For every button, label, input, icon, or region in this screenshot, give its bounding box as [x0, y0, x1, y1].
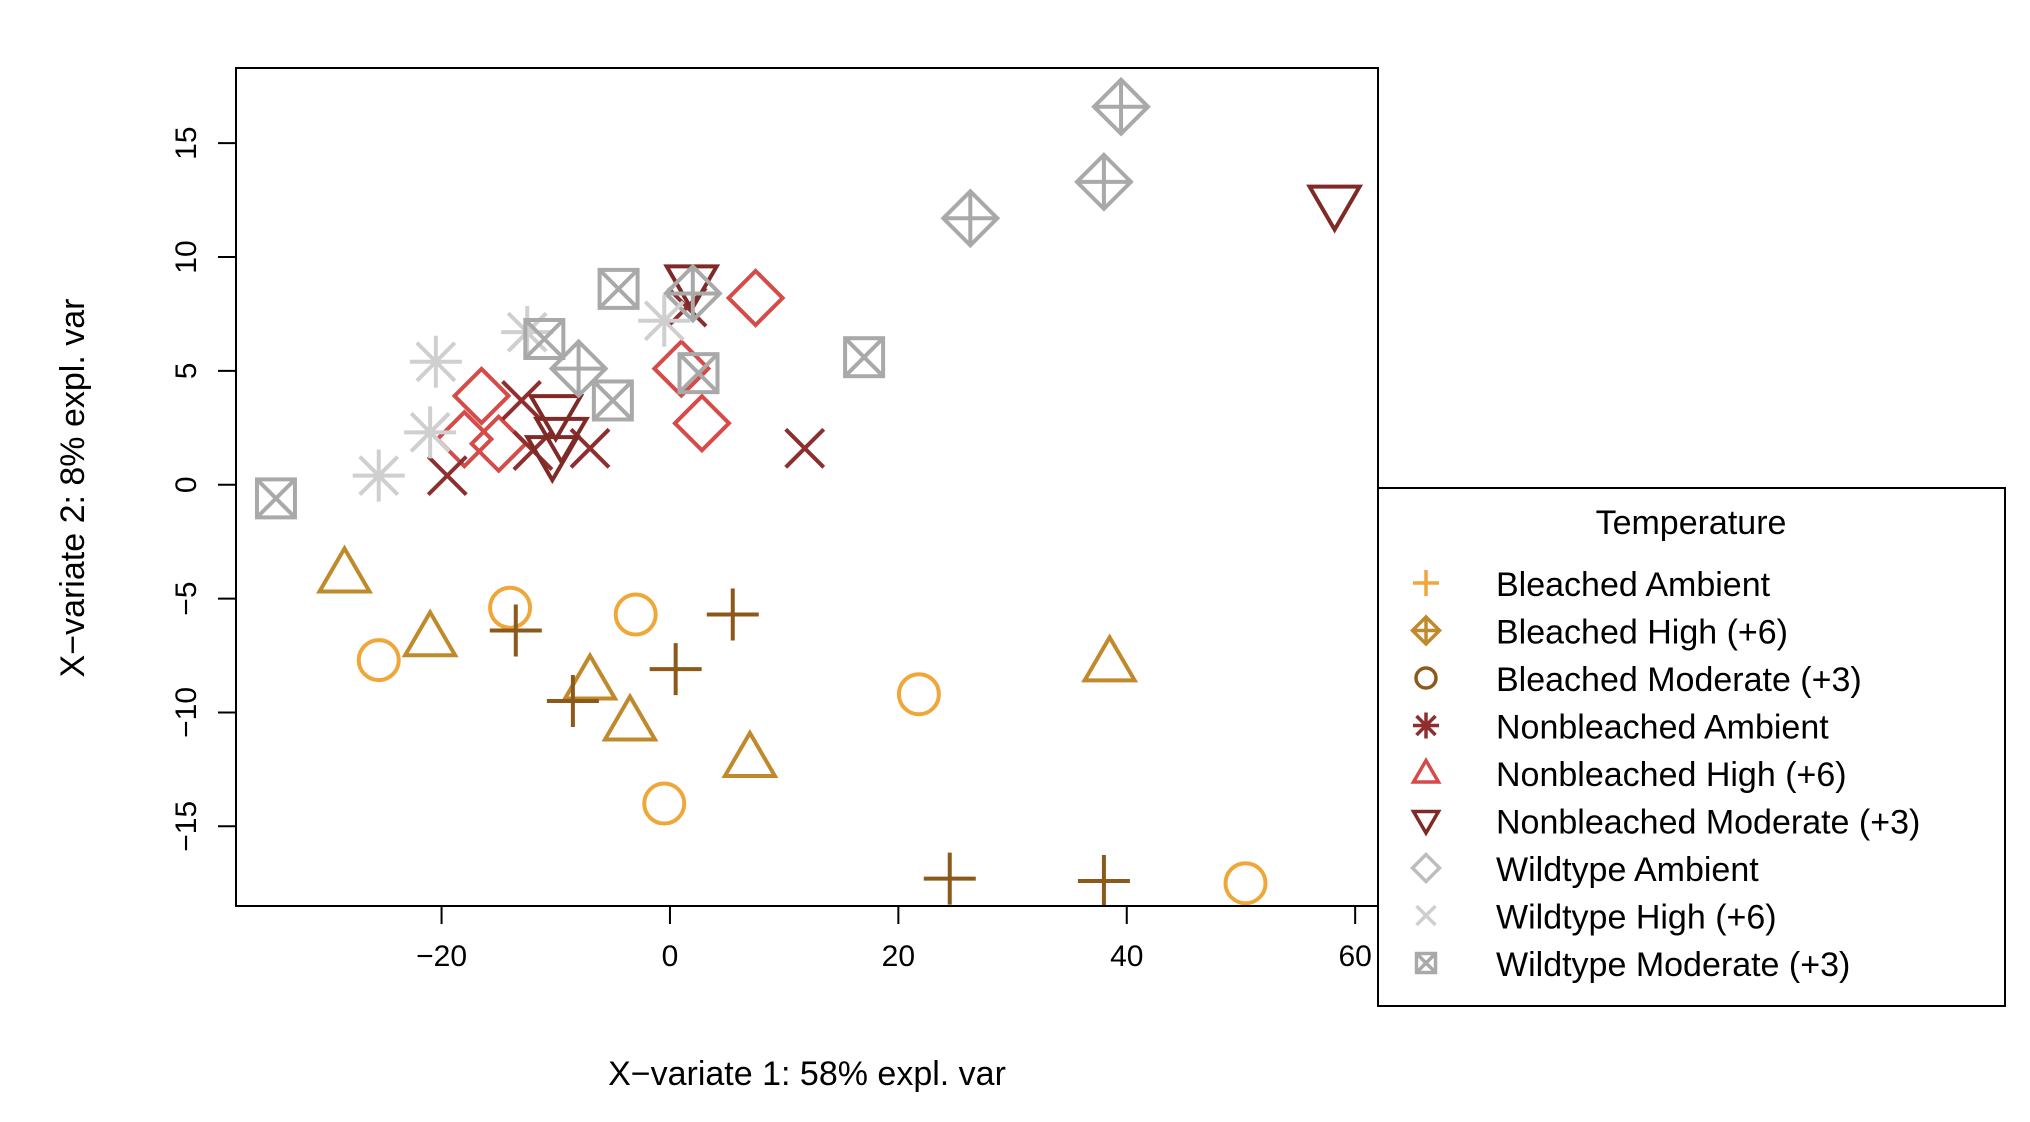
data-point	[1091, 76, 1151, 137]
legend-label: Nonbleached High (+6)	[1496, 756, 1847, 794]
x-tick-label: 20	[882, 940, 915, 973]
data-point	[523, 317, 566, 360]
y-axis-title: X−variate 2: 8% expl. var	[54, 299, 92, 678]
data-point	[706, 588, 759, 641]
data-points	[254, 76, 1364, 907]
legend-label: Wildtype Ambient	[1496, 851, 1759, 889]
data-point	[451, 366, 512, 426]
data-point	[721, 729, 779, 778]
data-point	[352, 449, 405, 502]
legend-label: Bleached High (+6)	[1496, 614, 1788, 652]
data-point	[1306, 184, 1364, 234]
data-point	[642, 781, 687, 826]
data-point	[489, 604, 542, 657]
data-point	[426, 455, 468, 497]
x-tick-label: 40	[1110, 940, 1143, 973]
y-tick-label: 0	[170, 476, 203, 493]
legend-marker	[1415, 904, 1437, 927]
data-point	[638, 294, 691, 347]
x-axis-title: X−variate 1: 58% expl. var	[608, 1055, 1006, 1093]
x-tick-label: 60	[1338, 940, 1371, 973]
data-point	[1081, 633, 1139, 683]
data-point	[662, 263, 723, 324]
data-point	[677, 352, 720, 395]
data-point	[401, 608, 459, 658]
data-point	[546, 675, 599, 728]
legend-title: Temperature	[1596, 504, 1787, 542]
data-point	[561, 651, 619, 701]
data-point	[316, 544, 373, 594]
data-point	[597, 267, 640, 310]
legend-label: Nonbleached Ambient	[1496, 709, 1829, 747]
legend-label: Nonbleached Moderate (+3)	[1496, 804, 1920, 842]
data-point	[672, 393, 732, 454]
legend-marker	[1414, 951, 1438, 975]
y-tick-label: −5	[170, 581, 203, 615]
data-point	[409, 335, 462, 388]
data-point	[923, 852, 976, 905]
legend-marker	[1413, 712, 1439, 739]
legend-marker	[1414, 666, 1438, 690]
legend-box	[1377, 487, 2006, 1007]
data-point	[649, 643, 702, 696]
data-point	[940, 188, 1001, 249]
data-point	[404, 406, 457, 459]
data-point	[896, 672, 941, 717]
data-point	[725, 268, 786, 328]
data-point	[1074, 152, 1134, 212]
y-tick-label: −15	[170, 801, 203, 852]
legend-entries: Bleached Ambient Bleached High (+6) Bleach…	[1410, 566, 1920, 984]
legend-marker	[1410, 852, 1442, 884]
legend-label: Bleached Moderate (+3)	[1496, 661, 1862, 699]
data-point	[488, 585, 533, 630]
legend-label: Bleached Ambient	[1496, 566, 1771, 604]
data-point	[613, 592, 658, 637]
y-axis: −15 −10 −5 0 5 10 15	[170, 126, 236, 852]
data-point	[523, 435, 581, 485]
x-tick-label: −20	[416, 940, 467, 973]
data-point	[1223, 861, 1268, 906]
data-point	[356, 638, 401, 683]
data-point	[501, 380, 542, 421]
y-tick-label: −10	[170, 687, 203, 738]
y-tick-label: 10	[170, 240, 203, 273]
y-tick-label: 15	[170, 126, 203, 159]
legend-marker	[1410, 757, 1442, 784]
data-point	[601, 692, 659, 742]
y-tick-label: 5	[170, 363, 203, 380]
data-point	[1077, 854, 1130, 907]
legend-label: Wildtype High (+6)	[1496, 899, 1777, 937]
data-point	[591, 379, 634, 422]
legend-marker	[1410, 809, 1442, 837]
x-tick-label: 0	[662, 940, 679, 973]
legend-marker	[1413, 570, 1439, 596]
data-point	[651, 338, 712, 399]
data-point	[254, 477, 297, 520]
data-point	[843, 336, 886, 379]
legend: Temperature Bleached Ambient Bleached Hig…	[1377, 487, 2006, 1007]
legend-marker	[1410, 614, 1442, 647]
data-point	[784, 427, 826, 469]
legend-label: Wildtype Moderate (+3)	[1496, 946, 1850, 984]
